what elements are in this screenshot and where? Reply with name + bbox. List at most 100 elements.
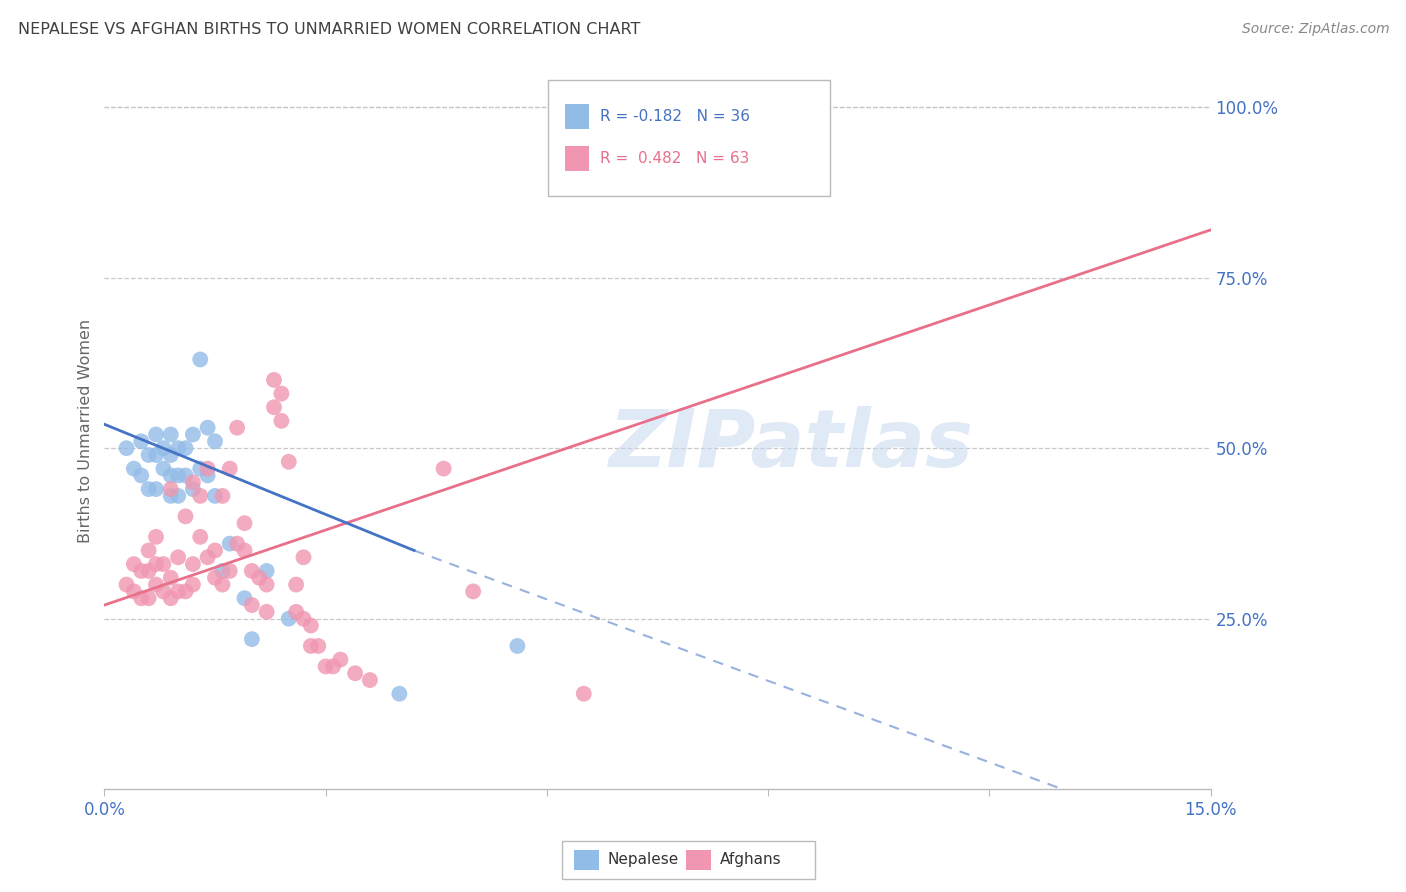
Point <box>138 448 160 462</box>
Point <box>572 687 595 701</box>
Point <box>433 461 456 475</box>
Point <box>159 427 181 442</box>
Point <box>152 461 174 475</box>
Point <box>292 612 315 626</box>
Point <box>159 571 181 585</box>
Point <box>167 550 190 565</box>
Point <box>270 414 292 428</box>
Point <box>145 427 167 442</box>
Y-axis label: Births to Unmarried Women: Births to Unmarried Women <box>79 319 93 543</box>
Point <box>285 577 308 591</box>
Point <box>115 577 138 591</box>
Point <box>174 468 197 483</box>
Point <box>292 550 315 565</box>
Point <box>240 632 263 647</box>
Point <box>181 482 204 496</box>
Point <box>204 434 226 449</box>
Point <box>174 509 197 524</box>
Point <box>152 441 174 455</box>
Point <box>159 489 181 503</box>
Point <box>270 386 292 401</box>
Point <box>211 564 233 578</box>
Point <box>145 557 167 571</box>
Point <box>233 516 256 531</box>
Point <box>285 605 308 619</box>
Point <box>159 468 181 483</box>
Point <box>159 591 181 606</box>
Point <box>197 468 219 483</box>
Text: Source: ZipAtlas.com: Source: ZipAtlas.com <box>1241 22 1389 37</box>
Point <box>181 577 204 591</box>
Point <box>188 489 211 503</box>
Point <box>720 100 742 114</box>
Text: ZIPatlas: ZIPatlas <box>607 407 973 484</box>
Text: Afghans: Afghans <box>720 853 782 867</box>
Point <box>263 373 285 387</box>
Point <box>129 434 152 449</box>
Point <box>233 543 256 558</box>
Point <box>174 441 197 455</box>
Point <box>299 639 322 653</box>
Point <box>247 571 270 585</box>
Point <box>226 536 249 550</box>
Point <box>152 557 174 571</box>
Point <box>211 577 233 591</box>
Point <box>181 557 204 571</box>
Point <box>152 584 174 599</box>
Point <box>256 605 278 619</box>
Point <box>218 564 240 578</box>
Point <box>145 577 167 591</box>
Point <box>129 591 152 606</box>
Point <box>307 639 329 653</box>
Point <box>197 550 219 565</box>
Point <box>174 584 197 599</box>
Point <box>122 461 145 475</box>
Point <box>329 652 352 666</box>
Point <box>299 618 322 632</box>
Point <box>188 530 211 544</box>
Point <box>197 420 219 434</box>
Text: NEPALESE VS AFGHAN BIRTHS TO UNMARRIED WOMEN CORRELATION CHART: NEPALESE VS AFGHAN BIRTHS TO UNMARRIED W… <box>18 22 641 37</box>
Text: R =  0.482   N = 63: R = 0.482 N = 63 <box>600 152 749 166</box>
Point <box>138 482 160 496</box>
Point <box>159 448 181 462</box>
Point <box>138 564 160 578</box>
Point <box>256 564 278 578</box>
Point <box>506 639 529 653</box>
Point <box>277 455 299 469</box>
Point <box>145 530 167 544</box>
Point <box>218 461 240 475</box>
Point <box>167 441 190 455</box>
Point <box>218 536 240 550</box>
Text: R = -0.182   N = 36: R = -0.182 N = 36 <box>600 110 751 124</box>
Point <box>145 482 167 496</box>
Point <box>277 612 299 626</box>
Point <box>122 584 145 599</box>
Point <box>204 571 226 585</box>
Point <box>315 659 337 673</box>
Point <box>256 577 278 591</box>
Point <box>240 564 263 578</box>
Point <box>463 584 485 599</box>
Point <box>167 584 190 599</box>
Point <box>138 543 160 558</box>
Point <box>211 489 233 503</box>
Point <box>388 687 411 701</box>
Point <box>129 468 152 483</box>
Point <box>188 461 211 475</box>
Point <box>138 591 160 606</box>
Point <box>240 598 263 612</box>
Point <box>344 666 367 681</box>
Point <box>197 461 219 475</box>
Point <box>129 564 152 578</box>
Point <box>263 401 285 415</box>
Point <box>167 489 190 503</box>
Point <box>145 448 167 462</box>
Point <box>122 557 145 571</box>
Point <box>181 427 204 442</box>
Point <box>233 591 256 606</box>
Point <box>181 475 204 490</box>
Point <box>226 420 249 434</box>
Point <box>359 673 381 687</box>
Point <box>204 489 226 503</box>
